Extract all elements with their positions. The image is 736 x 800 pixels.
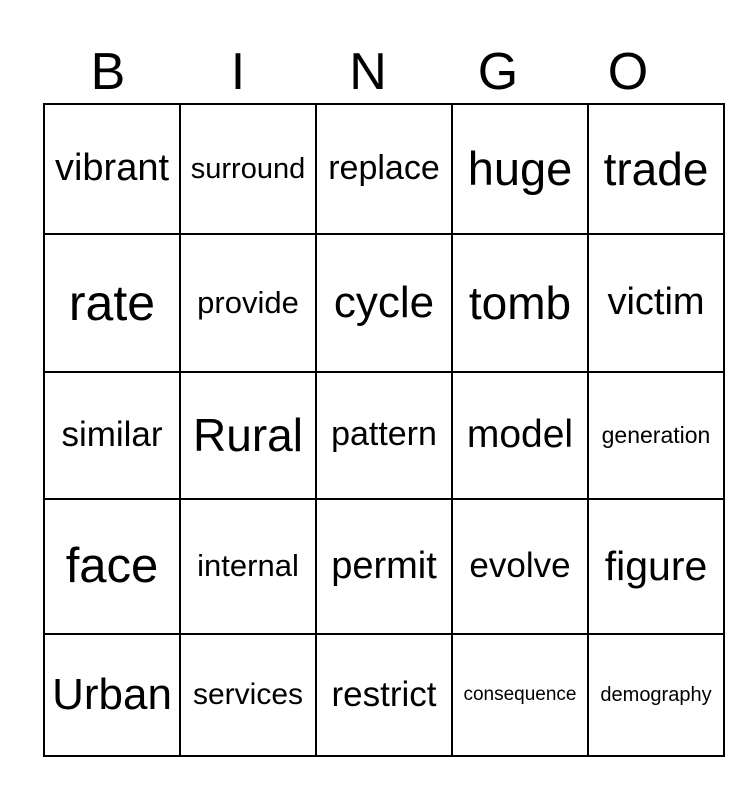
bingo-row: Urban services restrict consequence demograp… xyxy=(43,633,725,757)
bingo-cell[interactable]: surround xyxy=(179,103,317,235)
bingo-title-letter: B xyxy=(90,43,126,101)
bingo-cell[interactable]: pattern xyxy=(315,370,453,500)
bingo-title-letter: N xyxy=(349,43,387,101)
bingo-cell[interactable]: Urban xyxy=(43,633,181,757)
bingo-cell[interactable]: replace xyxy=(315,103,453,235)
bingo-row: rate provide cycle tomb victim xyxy=(43,232,725,373)
bingo-cell[interactable]: provide xyxy=(179,232,317,373)
bingo-cell[interactable]: huge xyxy=(451,103,589,235)
bingo-cell[interactable]: cycle xyxy=(315,232,453,373)
bingo-cell[interactable]: rate xyxy=(43,232,181,373)
bingo-cell[interactable]: demography xyxy=(587,633,725,757)
bingo-cell[interactable]: evolve xyxy=(451,497,589,636)
bingo-cell[interactable]: consequence xyxy=(451,633,589,757)
bingo-cell[interactable]: face xyxy=(43,497,181,636)
bingo-cell[interactable]: vibrant xyxy=(43,103,181,235)
bingo-grid: vibrant surround replace huge trade rate provi… xyxy=(43,103,725,757)
bingo-title-letter: I xyxy=(230,43,246,101)
bingo-cell[interactable]: trade xyxy=(587,103,725,235)
bingo-cell[interactable]: Rural xyxy=(179,370,317,500)
bingo-cell[interactable]: permit xyxy=(315,497,453,636)
bingo-cell[interactable]: model xyxy=(451,370,589,500)
bingo-cell[interactable]: generation xyxy=(587,370,725,500)
bingo-row: similar Rural pattern model generation xyxy=(43,370,725,500)
bingo-cell[interactable]: restrict xyxy=(315,633,453,757)
bingo-cell[interactable]: victim xyxy=(587,232,725,373)
bingo-title-letter: O xyxy=(607,43,649,101)
bingo-cell[interactable]: figure xyxy=(587,497,725,636)
bingo-cell[interactable]: similar xyxy=(43,370,181,500)
bingo-cell[interactable]: tomb xyxy=(451,232,589,373)
bingo-title-letter: G xyxy=(477,43,519,101)
bingo-row: face internal permit evolve figure xyxy=(43,497,725,636)
bingo-row: vibrant surround replace huge trade xyxy=(43,103,725,235)
bingo-cell[interactable]: services xyxy=(179,633,317,757)
bingo-cell[interactable]: internal xyxy=(179,497,317,636)
bingo-grid-body: vibrant surround replace huge trade rate provi… xyxy=(43,103,725,757)
